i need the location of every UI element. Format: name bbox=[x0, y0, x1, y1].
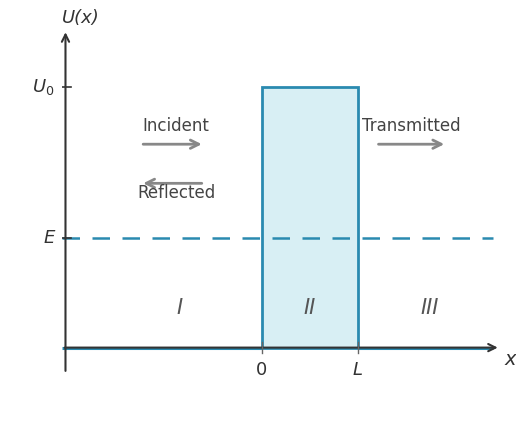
Text: U(x): U(x) bbox=[62, 9, 100, 27]
Bar bbox=[262, 87, 358, 348]
Text: Transmitted: Transmitted bbox=[362, 117, 461, 135]
Text: E: E bbox=[43, 229, 55, 247]
Text: Incident: Incident bbox=[142, 117, 209, 135]
Text: L: L bbox=[353, 361, 363, 378]
Text: 0: 0 bbox=[256, 361, 267, 378]
Text: Reflected: Reflected bbox=[137, 184, 215, 202]
Text: I: I bbox=[176, 298, 183, 319]
Text: x: x bbox=[504, 350, 515, 369]
Text: $U_0$: $U_0$ bbox=[33, 77, 55, 97]
Text: III: III bbox=[420, 298, 439, 319]
Text: II: II bbox=[303, 298, 316, 319]
